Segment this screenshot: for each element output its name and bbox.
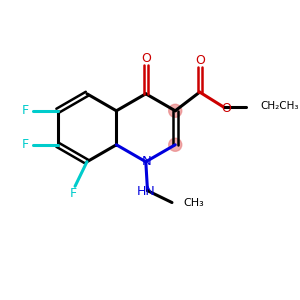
Text: O: O	[195, 54, 205, 67]
Text: CH₂CH₃: CH₂CH₃	[261, 101, 299, 111]
Text: F: F	[22, 138, 29, 151]
Text: O: O	[221, 102, 231, 115]
Circle shape	[169, 104, 182, 117]
Text: N: N	[142, 155, 152, 168]
Text: CH₃: CH₃	[183, 197, 204, 208]
Text: F: F	[22, 104, 29, 117]
Text: F: F	[70, 187, 77, 200]
Text: O: O	[141, 52, 151, 65]
Circle shape	[169, 138, 182, 151]
Text: HN: HN	[137, 185, 156, 198]
